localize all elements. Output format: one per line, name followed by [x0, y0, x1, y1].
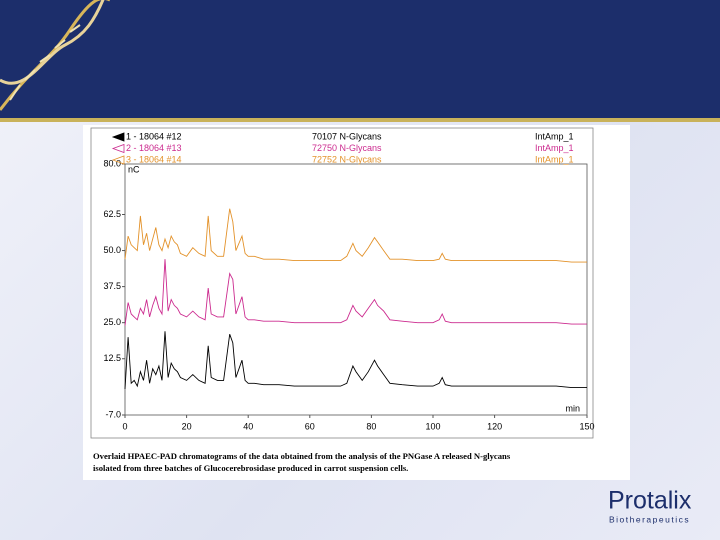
series-line: [124, 208, 587, 263]
header-rule: [0, 118, 720, 122]
legend-signal: IntAmp_1: [535, 143, 574, 153]
series-line: [124, 331, 587, 390]
legend-name: 2 - 18064 #13: [126, 143, 182, 153]
y-tick-label: -7.0: [105, 409, 121, 419]
legend-sample: 72752 N-Glycans: [312, 154, 382, 164]
y-tick-label: 62.5: [103, 209, 121, 219]
logo-name: Protalix: [608, 487, 692, 515]
x-axis-label: min: [565, 403, 580, 413]
chart-panel: [83, 125, 630, 480]
legend-marker: [111, 132, 125, 142]
series-line: [124, 259, 587, 326]
legend-marker: [111, 155, 125, 165]
logo-tagline: Biotherapeutics: [609, 514, 690, 524]
y-tick-label: 80.0: [103, 158, 121, 168]
chart-frame: [90, 127, 594, 439]
caption-line: Overlaid HPAEC-PAD chromatograms of the …: [93, 451, 511, 461]
x-tick-label: 150: [579, 421, 594, 431]
x-tick-label: 40: [243, 421, 253, 431]
dna-graphic: [0, 0, 110, 111]
y-tick-label: 50.0: [103, 245, 121, 255]
y-tick-label: 37.5: [103, 281, 121, 291]
header-band: [0, 0, 720, 118]
x-tick-label: 60: [305, 421, 315, 431]
y-tick-label: 25.0: [103, 317, 121, 327]
plot-frame: [124, 163, 588, 416]
legend-sample: 72750 N-Glycans: [312, 143, 382, 153]
legend-name: 1 - 18064 #12: [126, 131, 182, 141]
x-tick-label: 100: [425, 421, 440, 431]
x-tick-label: 0: [122, 421, 127, 431]
legend-marker: [111, 143, 125, 154]
x-tick-label: 20: [182, 421, 192, 431]
legend-signal: IntAmp_1: [535, 131, 574, 141]
caption-line: isolated from three batches of Glucocere…: [93, 463, 408, 473]
y-axis-label: nC: [128, 164, 140, 174]
x-tick-label: 120: [487, 421, 502, 431]
x-tick-label: 80: [366, 421, 376, 431]
legend-signal: IntAmp_1: [535, 154, 574, 164]
y-tick-label: 12.5: [103, 353, 121, 363]
legend-name: 3 - 18064 #14: [126, 154, 182, 164]
legend-sample: 70107 N-Glycans: [312, 131, 382, 141]
